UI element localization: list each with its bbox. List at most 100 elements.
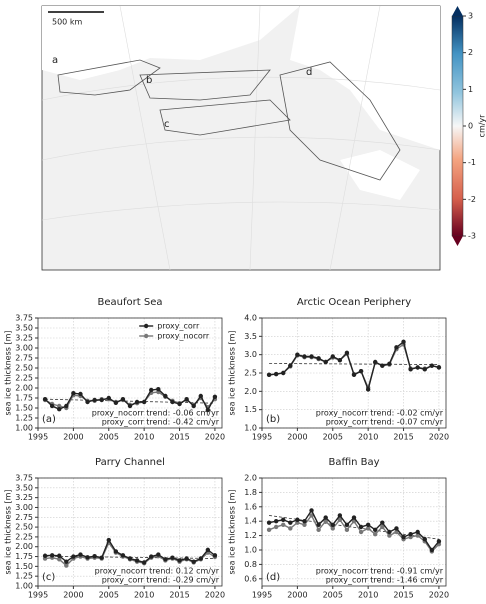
data-point [394,526,398,530]
data-point [191,559,195,563]
y-tick-label: 2.0 [244,474,257,483]
x-tick-label: 2015 [393,433,413,442]
y-tick-label: 3.00 [15,344,33,353]
x-tick-label: 2005 [99,433,119,442]
data-point [401,535,405,539]
data-point [394,345,398,349]
data-point [184,397,188,401]
data-point [401,340,405,344]
x-tick-label: 2020 [205,433,225,442]
chart-title: Beaufort Sea [98,297,163,308]
data-point [135,558,139,562]
data-point [114,549,118,553]
data-point [64,559,68,563]
data-point [359,369,363,373]
data-point [50,553,54,557]
annotation: proxy_corr trend: -1.46 cm/yr [326,576,444,585]
y-tick-label: 2.25 [15,374,33,383]
data-point [373,528,377,532]
data-point [316,528,320,532]
annotation: proxy_nocorr trend: 0.12 cm/yr [95,567,220,576]
y-tick-label: 3.75 [15,314,33,323]
data-point [281,523,285,527]
data-point [99,556,103,560]
annotation: proxy_corr trend: -0.29 cm/yr [102,576,220,585]
x-tick-label: 1995 [252,591,272,600]
data-point [92,554,96,558]
legend-label: proxy_corr [157,322,200,331]
x-tick-label: 2020 [429,591,449,600]
region-label: c [164,119,170,130]
x-tick-label: 2010 [358,591,378,600]
colorbar-tick-label: -2 [468,195,476,204]
data-point [78,552,82,556]
data-point [302,519,306,523]
colorbar-tick-label: -3 [468,232,476,241]
data-point [206,548,210,552]
y-tick-label: 1.50 [15,562,33,571]
annotation: proxy_nocorr trend: -0.06 cm/yr [92,409,220,418]
data-point [213,553,217,557]
data-point [78,392,82,396]
y-tick-label: 2.5 [244,369,257,378]
y-tick-label: 2.00 [15,384,33,393]
x-tick-label: 2015 [169,591,189,600]
y-tick-label: 1.00 [15,582,33,591]
data-point [274,519,278,523]
region-label: d [306,67,312,78]
data-point [267,373,271,377]
y-tick-label: 2.00 [15,542,33,551]
data-point [380,520,384,524]
legend-marker [144,324,148,328]
data-point [408,367,412,371]
y-tick-label: 1.75 [15,552,33,561]
y-tick-label: 2.75 [15,513,33,522]
series-line [269,344,439,387]
data-point [57,407,61,411]
y-tick-label: 2.25 [15,532,33,541]
y-tick-label: 3.25 [15,493,33,502]
panel-label: (c) [42,572,55,583]
colorbar-tick-label: 3 [468,12,473,21]
scale-label: 500 km [52,18,82,27]
data-point [64,563,68,567]
data-point [302,354,306,358]
trend-line [269,363,439,364]
y-tick-label: 3.25 [15,334,33,343]
y-tick-label: 1.2 [244,531,257,540]
data-point [295,352,299,356]
data-point [149,388,153,392]
data-point [331,523,335,527]
region-label: a [52,55,58,66]
data-point [121,397,125,401]
data-point [316,523,320,527]
data-point [114,401,118,405]
data-point [352,515,356,519]
x-tick-label: 2005 [323,433,343,442]
data-point [437,539,441,543]
data-point [387,530,391,534]
data-point [135,400,139,404]
annotation: proxy_nocorr trend: -0.02 cm/yr [316,409,444,418]
region-label: b [146,75,152,86]
data-point [430,548,434,552]
data-point [85,555,89,559]
panel-label: (a) [42,414,56,425]
data-point [338,513,342,517]
y-tick-label: 0.6 [244,574,257,583]
data-point [423,537,427,541]
x-tick-label: 1995 [28,591,48,600]
data-point [345,523,349,527]
y-tick-label: 1.0 [244,546,257,555]
data-point [43,397,47,401]
colorbar-extend [452,6,463,16]
chart-title: Parry Channel [95,457,165,468]
data-point [50,404,54,408]
data-point [309,354,313,358]
y-tick-label: 2.75 [15,354,33,363]
panel-label: (b) [266,414,280,425]
y-tick-label: 1.6 [244,502,257,511]
x-tick-label: 2000 [63,591,83,600]
legend-label: proxy_nocorr [157,332,210,341]
